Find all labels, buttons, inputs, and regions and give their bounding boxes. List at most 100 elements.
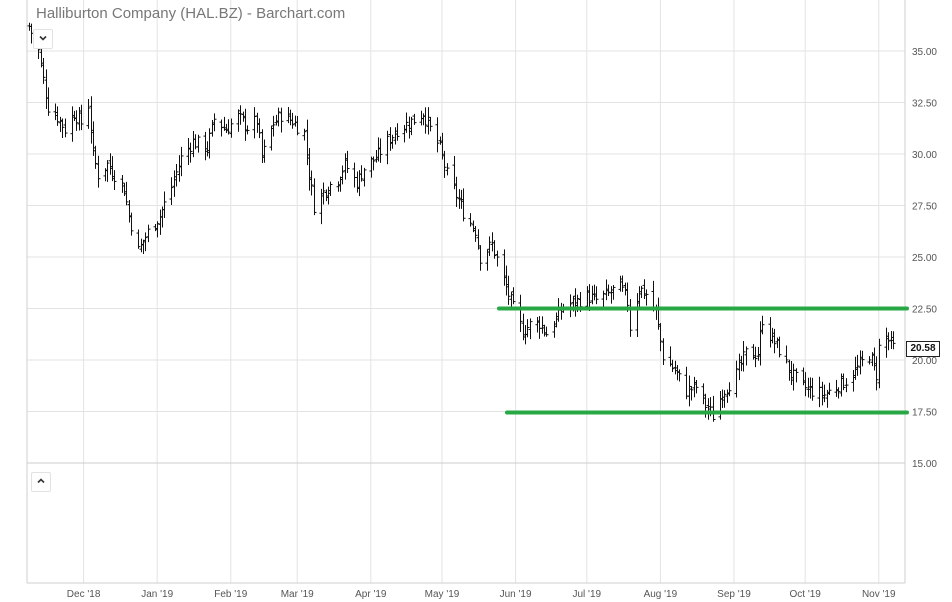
- ohlc-bar: [60, 118, 65, 138]
- expand-lower-pane-button[interactable]: [31, 472, 51, 492]
- ohlc-bar: [162, 191, 167, 218]
- ohlc-bar: [734, 360, 739, 398]
- ohlc-bar: [124, 181, 129, 206]
- ohlc-bar: [601, 290, 606, 309]
- ohlc-bar: [105, 160, 110, 182]
- ohlc-bar: [877, 338, 882, 389]
- ohlc-bar: [711, 395, 716, 422]
- ohlc-bar: [487, 236, 492, 256]
- ohlc-bar: [120, 174, 125, 193]
- ohlc-bar: [423, 107, 428, 134]
- ohlc-bar: [276, 107, 281, 127]
- ohlc-bar: [312, 178, 317, 216]
- y-tick-label: 22.50: [912, 305, 937, 316]
- x-tick-label: Dec '18: [67, 589, 101, 600]
- ohlc-bar: [689, 386, 694, 401]
- ohlc-bar: [511, 287, 516, 305]
- ohlc-bar: [46, 87, 51, 116]
- ohlc-bar: [428, 117, 433, 132]
- ohlc-bar: [96, 155, 101, 188]
- ohlc-bar: [238, 105, 243, 125]
- ohlc-bar: [836, 387, 841, 399]
- ohlc-bar: [454, 176, 459, 208]
- ohlc-bar: [412, 113, 417, 125]
- ohlc-bar: [694, 379, 699, 394]
- x-tick-label: Sep '19: [717, 589, 751, 600]
- ohlc-bar: [112, 170, 117, 190]
- ohlc-bar: [855, 354, 860, 376]
- ohlc-bar: [803, 372, 808, 397]
- ohlc-bar: [442, 150, 447, 178]
- ohlc-bar: [86, 99, 91, 129]
- ohlc-bar: [174, 163, 179, 187]
- ohlc-bar: [727, 382, 732, 397]
- ohlc-bar: [445, 163, 450, 176]
- ohlc-bar: [196, 134, 201, 153]
- ohlc-bar: [794, 368, 799, 383]
- ohlc-bar: [741, 340, 746, 372]
- ohlc-series: [27, 22, 896, 422]
- ohlc-bar: [611, 285, 616, 300]
- collapse-main-pane-button[interactable]: [33, 29, 53, 49]
- x-tick-label: Oct '19: [789, 589, 821, 600]
- ohlc-bar: [328, 181, 333, 196]
- ohlc-bar: [309, 170, 314, 196]
- ohlc-bar: [279, 107, 284, 133]
- ohlc-bar: [644, 289, 649, 306]
- ohlc-bar: [229, 118, 234, 138]
- last-price-badge: 20.58: [906, 341, 940, 357]
- ohlc-bar: [390, 134, 395, 149]
- y-tick-label: 35.00: [912, 47, 937, 58]
- ohlc-bar: [639, 285, 644, 298]
- ohlc-bar: [810, 377, 815, 401]
- x-tick-label: Jan '19: [141, 589, 173, 600]
- x-axis: Dec '18 Jan '19 Feb '19 Mar '19 Apr '19 May '…: [67, 589, 896, 600]
- ohlc-bar: [321, 182, 326, 205]
- ohlc-bar: [867, 356, 872, 365]
- ohlc-bar: [473, 225, 478, 242]
- ohlc-bar: [495, 250, 500, 267]
- ohlc-bar: [874, 356, 879, 391]
- ohlc-bar: [169, 177, 174, 205]
- x-tick-label: Feb '19: [214, 589, 247, 600]
- x-tick-label: May '19: [425, 589, 460, 600]
- ohlc-bar: [295, 116, 300, 136]
- ohlc-bar: [886, 332, 891, 351]
- ohlc-bar: [468, 213, 473, 227]
- x-tick-label: Nov '19: [862, 589, 896, 600]
- y-tick-label: 15.00: [912, 459, 937, 470]
- ohlc-bar: [744, 346, 749, 366]
- ohlc-bar: [93, 145, 98, 169]
- ohlc-bar: [860, 350, 865, 367]
- ohlc-bar: [226, 119, 231, 135]
- ohlc-bar: [212, 113, 217, 132]
- ohlc-bar: [385, 130, 390, 165]
- ohlc-bar: [74, 110, 79, 131]
- ohlc-bar: [492, 240, 497, 259]
- ohlc-bar: [63, 118, 68, 138]
- ohlc-bar: [722, 390, 727, 408]
- ohlc-bar: [772, 328, 777, 354]
- grid: [26, 0, 906, 584]
- ohlc-bar: [594, 286, 599, 305]
- ohlc-bar: [55, 106, 60, 126]
- ohlc-bar: [822, 384, 827, 403]
- ohlc-bar: [245, 125, 250, 135]
- x-tick-label: Apr '19: [355, 589, 387, 600]
- ohlc-bar: [528, 318, 533, 340]
- x-tick-label: Mar '19: [281, 589, 314, 600]
- ohlc-bar: [620, 275, 625, 292]
- ohlc-bar: [753, 346, 758, 368]
- ohlc-bar: [136, 229, 141, 249]
- ohlc-bar: [290, 112, 295, 129]
- ohlc-bar: [41, 58, 46, 84]
- ohlc-bar: [188, 142, 193, 163]
- ohlc-bar: [891, 331, 896, 350]
- y-tick-label: 25.00: [912, 253, 937, 264]
- ohlc-bar: [760, 315, 765, 335]
- ohlc-bar: [677, 369, 682, 382]
- ohlc-bar: [155, 221, 160, 238]
